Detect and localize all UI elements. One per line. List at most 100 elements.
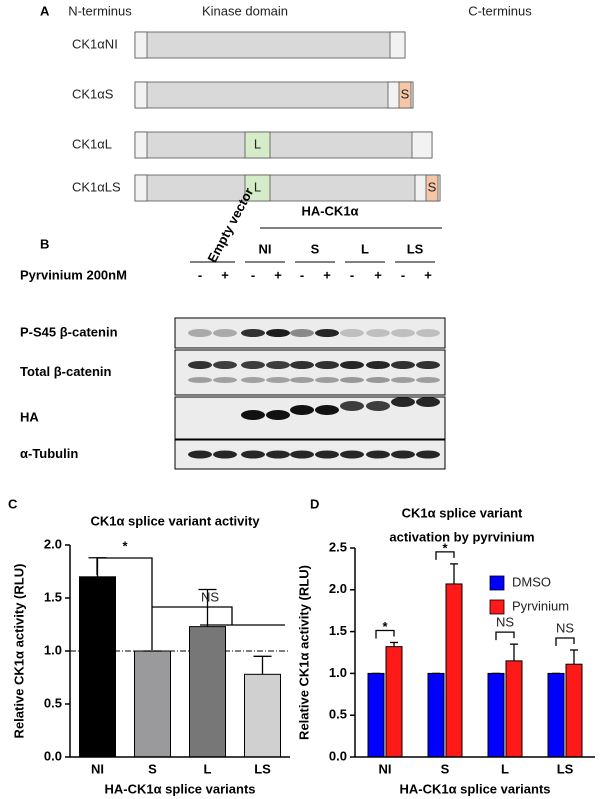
band — [366, 329, 390, 337]
band — [213, 361, 237, 369]
sign: + — [274, 267, 282, 282]
legend-label: DMSO — [512, 574, 551, 589]
domain-label: S — [401, 86, 410, 101]
band — [266, 450, 290, 459]
sign: + — [323, 267, 331, 282]
bracket — [96, 557, 285, 650]
band — [340, 329, 364, 337]
domain-box — [244, 131, 271, 159]
band — [315, 405, 339, 415]
band — [416, 397, 440, 407]
x-tick-label: LS — [557, 761, 574, 776]
sign: - — [300, 267, 304, 282]
band — [315, 377, 339, 383]
bar — [445, 583, 463, 758]
panel-label: D — [310, 496, 319, 511]
construct: HA-CK1α — [301, 203, 358, 218]
bar — [244, 673, 281, 758]
group-label: NI — [259, 241, 272, 256]
group-label: L — [361, 241, 369, 256]
band — [241, 329, 265, 337]
x-tick-label: S — [441, 761, 450, 776]
y-tick-label: 1.0 — [329, 665, 347, 680]
legend-label: Pyrvinium — [512, 598, 569, 613]
band — [241, 410, 265, 420]
band — [290, 361, 314, 369]
x-axis-label: HA-CK1α splice variants — [399, 781, 550, 796]
annotation: NS — [496, 615, 514, 630]
bracket — [435, 551, 455, 560]
band — [188, 450, 212, 459]
y-tick-label: 0.5 — [44, 695, 62, 710]
y-tick-label: 1.0 — [44, 642, 62, 657]
band — [315, 361, 339, 369]
panel-label: C — [8, 496, 18, 511]
annotation: * — [122, 538, 128, 553]
x-tick-label: L — [501, 761, 509, 776]
x-tick-label: NI — [91, 761, 104, 776]
band — [188, 329, 212, 337]
bracket — [375, 629, 395, 639]
sign: + — [374, 267, 382, 282]
c-cap — [389, 31, 406, 59]
bar — [189, 626, 226, 758]
blot-frame — [174, 317, 446, 349]
header: N-terminus — [68, 3, 132, 18]
band — [416, 329, 440, 337]
band — [188, 377, 212, 383]
chart-title: CK1α splice variant — [402, 505, 523, 520]
construct-name: CK1αNI — [72, 36, 118, 51]
band — [391, 397, 415, 407]
legend-swatch — [489, 599, 505, 615]
n-cap — [134, 131, 148, 159]
x-tick-label: NI — [379, 761, 392, 776]
c-cap — [411, 131, 433, 159]
band — [340, 361, 364, 369]
y-tick-label: 0.0 — [44, 748, 62, 763]
y-axis-label: Relative CK1α activity (RLU) — [296, 565, 311, 740]
row-label: Total β-catenin — [20, 364, 112, 379]
panel-label: A — [40, 3, 50, 18]
band — [315, 450, 339, 459]
domain-box — [398, 81, 412, 109]
bar — [134, 650, 171, 758]
annotation: NS — [556, 620, 574, 635]
panel-label: B — [40, 236, 49, 251]
domain-box — [425, 174, 439, 202]
band — [241, 361, 265, 369]
n-cap — [134, 31, 148, 59]
band — [366, 450, 390, 459]
row-label: HA — [20, 409, 39, 424]
band — [188, 361, 212, 369]
bar — [427, 672, 445, 758]
bracket — [555, 637, 575, 646]
bar — [547, 672, 565, 758]
annotation: NS — [201, 589, 219, 604]
sign: - — [401, 267, 405, 282]
x-tick-label: L — [204, 761, 212, 776]
band — [340, 401, 364, 411]
construct-name: CK1αS — [72, 86, 114, 101]
chart-title: activation by pyrvinium — [389, 529, 534, 544]
band — [290, 329, 314, 337]
band — [266, 329, 290, 337]
band — [391, 377, 415, 383]
y-axis-label: Relative CK1α activity (RLU) — [11, 564, 26, 739]
domain-box — [244, 174, 271, 202]
x-tick-label: S — [148, 761, 157, 776]
bar — [385, 646, 403, 758]
bar — [565, 663, 583, 758]
sign: - — [350, 267, 354, 282]
band — [290, 450, 314, 459]
sign: + — [221, 267, 229, 282]
bar-body — [134, 81, 414, 109]
bar-body — [134, 174, 441, 202]
band — [290, 405, 314, 415]
band — [213, 450, 237, 459]
bar — [79, 576, 116, 758]
bar-body — [134, 131, 433, 159]
sign: + — [424, 267, 432, 282]
n-cap — [134, 174, 148, 202]
band — [416, 377, 440, 383]
